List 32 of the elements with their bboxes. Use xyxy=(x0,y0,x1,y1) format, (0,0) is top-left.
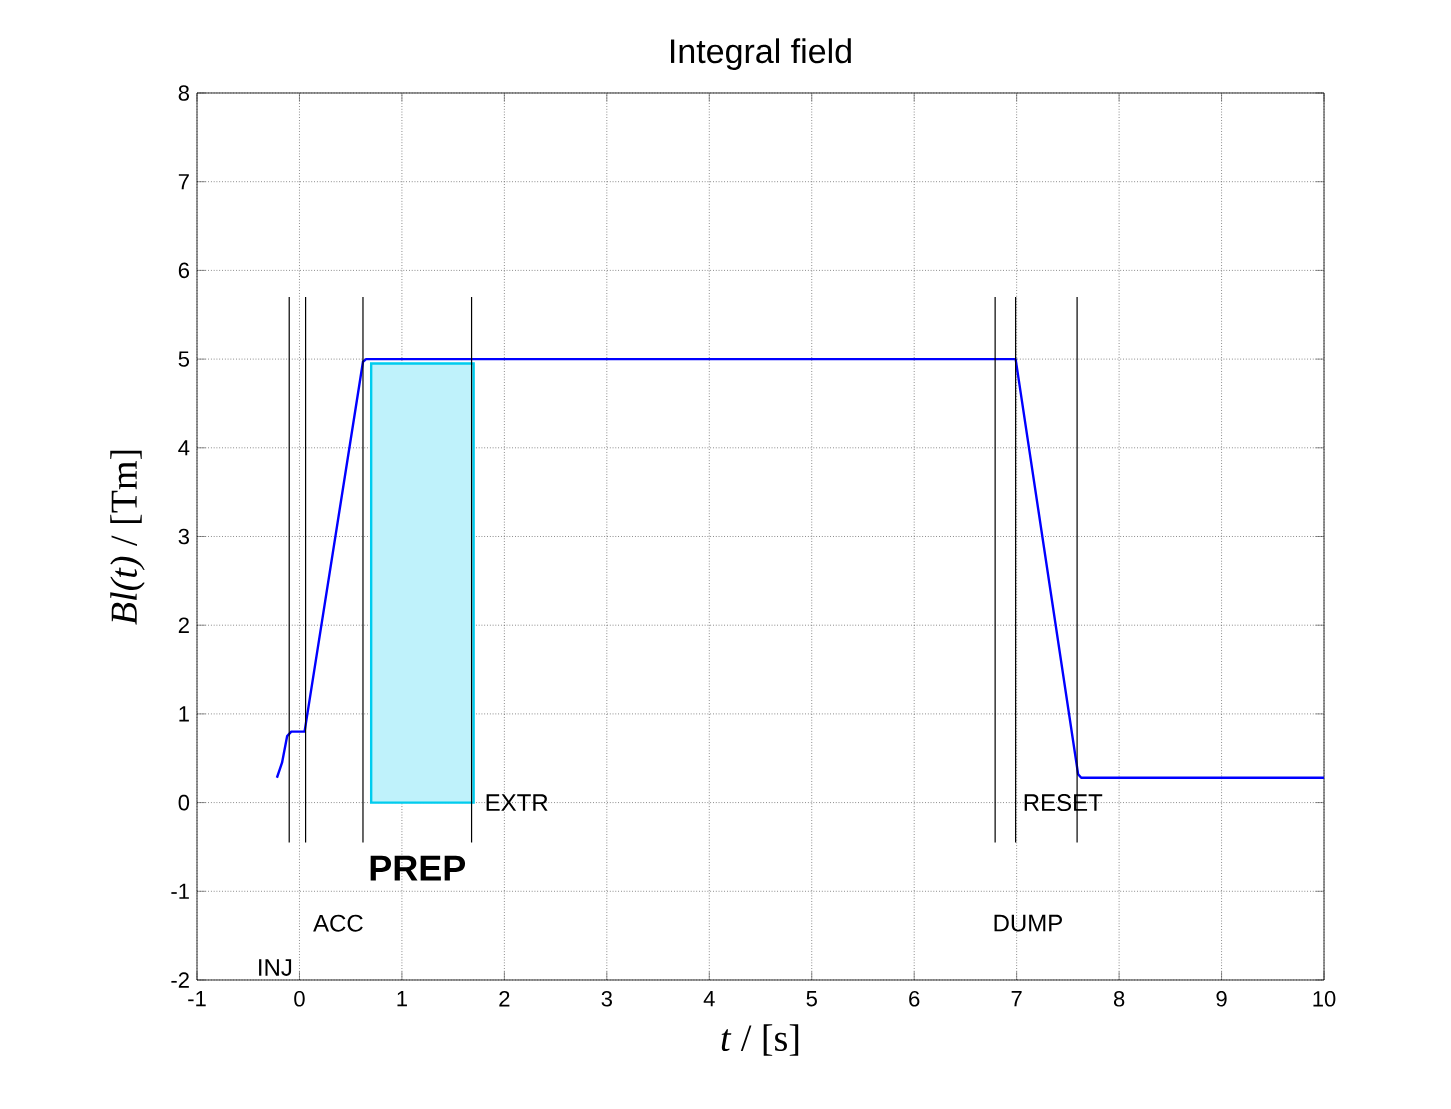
annotation: INJ xyxy=(259,959,292,976)
y-tick-label: 2 xyxy=(178,617,189,633)
x-tick-label: 8 xyxy=(1113,991,1125,1007)
y-tick-label: 1 xyxy=(179,706,189,722)
x-tick-label: -1 xyxy=(188,991,206,1007)
y-tick-label: 3 xyxy=(178,528,190,545)
y-axis-title: Bl(t) / [Tm] xyxy=(110,450,145,625)
x-tick-label: 0 xyxy=(294,991,305,1007)
line-series xyxy=(275,357,1326,779)
x-tick-label: 9 xyxy=(1216,991,1227,1007)
x-tick-label: 10 xyxy=(1313,991,1336,1007)
y-tick-label: 4 xyxy=(178,440,190,456)
annotation: DUMP xyxy=(994,914,1062,932)
x-tick-label: 3 xyxy=(601,991,612,1007)
x-tick-label: 4 xyxy=(703,991,715,1007)
y-tick-label: -1 xyxy=(171,883,189,899)
y-tick-label: 5 xyxy=(178,351,190,367)
y-tick-label: 0 xyxy=(178,794,190,811)
x-tick-label: 6 xyxy=(909,991,920,1007)
annotation: PREP xyxy=(370,855,466,881)
x-tick-label: 1 xyxy=(397,991,407,1007)
y-tick-label: 6 xyxy=(178,262,190,279)
annotation: ACC xyxy=(313,914,363,932)
chart-title: Integral field xyxy=(671,38,851,70)
x-tick-label: 2 xyxy=(499,991,510,1007)
y-tick-label: 7 xyxy=(178,174,189,190)
x-tick-label: 5 xyxy=(806,991,817,1007)
x-axis-title: t / [s] xyxy=(721,1024,799,1056)
y-tick-label: -2 xyxy=(171,972,189,988)
x-tick-label: 7 xyxy=(1011,991,1022,1007)
y-tick-label: 8 xyxy=(178,85,190,101)
annotation: EXTR xyxy=(486,794,548,811)
